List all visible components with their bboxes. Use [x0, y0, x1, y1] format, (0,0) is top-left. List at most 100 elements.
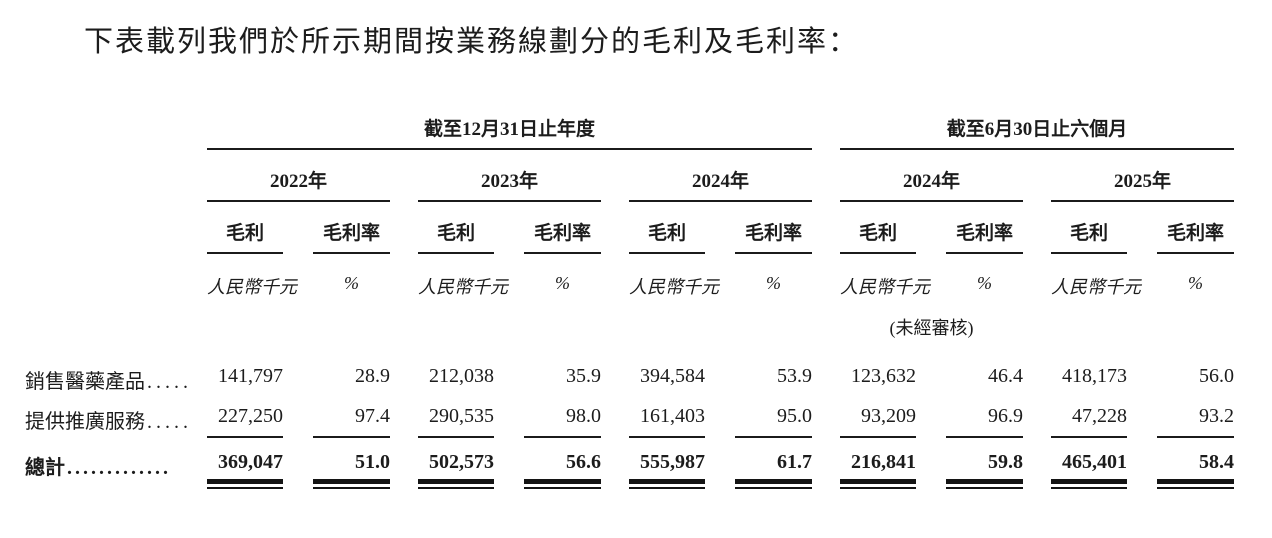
column-header-row: 毛利 毛利率 毛利 毛利率 毛利 毛利率 毛利 毛利率 毛利 毛利率 — [25, 218, 1272, 254]
group-header-annual: 截至12月31日止年度 — [207, 114, 812, 150]
leader-dots: ............. — [67, 457, 171, 479]
unit-rmb-thousand: 人民幣千元 — [207, 277, 297, 297]
year-header-2024: 2024年 — [629, 166, 812, 202]
gross-profit-value: 212,038 — [429, 365, 494, 387]
gross-margin-value: 98.0 — [524, 405, 601, 438]
unit-percent: % — [1188, 273, 1203, 293]
column-header-profit: 毛利 — [1051, 218, 1127, 254]
column-header-profit: 毛利 — [840, 218, 916, 254]
column-gap — [390, 218, 418, 254]
total-gross-profit-value: 216,841 — [851, 451, 916, 473]
double-rule — [629, 479, 705, 489]
total-cell: 56.6 — [524, 451, 601, 489]
gross-margin-value: 56.0 — [1199, 365, 1234, 387]
total-gross-margin-value: 51.0 — [355, 451, 390, 473]
column-gap — [601, 273, 629, 299]
unit-rmb-thousand: 人民幣千元 — [629, 277, 719, 297]
column-gap — [812, 114, 840, 150]
unit-rmb-thousand: 人民幣千元 — [1051, 277, 1141, 297]
units-row: 人民幣千元 % 人民幣千元 % 人民幣千元 % 人民幣千元 % 人民幣千元 % — [25, 273, 1272, 299]
year-header-2023: 2023年 — [418, 166, 601, 202]
unit-percent: % — [344, 273, 359, 293]
column-header-profit: 毛利 — [629, 218, 705, 254]
gross-margin-value: 35.9 — [566, 365, 601, 387]
gross-profit-value: 394,584 — [640, 365, 705, 387]
unaudited-note: (未經審核) — [889, 318, 974, 338]
total-gross-margin-value: 58.4 — [1199, 451, 1234, 473]
period-group-header-row: 截至12月31日止年度 截至6月30日止六個月 — [25, 114, 1272, 150]
total-gross-profit-value: 369,047 — [218, 451, 283, 473]
total-cell: 465,401 — [1051, 451, 1127, 489]
gross-profit-value: 123,632 — [851, 365, 916, 387]
table-row-total: 總計............. 369,047 51.0 502,573 56.… — [25, 451, 1272, 489]
column-gap — [601, 166, 629, 202]
row-label-text: 提供推廣服務 — [25, 411, 145, 433]
empty-cell — [25, 218, 207, 254]
leader-dots: ..... — [147, 411, 192, 433]
year-header-2022: 2022年 — [207, 166, 390, 202]
total-cell: 61.7 — [735, 451, 812, 489]
unit-percent: % — [977, 273, 992, 293]
total-cell: 51.0 — [313, 451, 390, 489]
unit-percent: % — [766, 273, 781, 293]
column-header-margin: 毛利率 — [313, 218, 390, 254]
gross-profit-value: 227,250 — [207, 405, 283, 438]
column-header-margin: 毛利率 — [524, 218, 601, 254]
total-cell: 369,047 — [207, 451, 283, 489]
empty-cell — [25, 114, 207, 150]
gross-margin-value: 53.9 — [777, 365, 812, 387]
row-label: 提供推廣服務..... — [25, 405, 207, 434]
column-gap — [812, 166, 840, 202]
total-cell: 216,841 — [840, 451, 916, 489]
column-gap — [1023, 273, 1051, 299]
double-rule — [840, 479, 916, 489]
gross-margin-value: 96.9 — [946, 405, 1023, 438]
gross-profit-table: 截至12月31日止年度 截至6月30日止六個月 2022年 2023年 2024… — [25, 114, 1272, 489]
column-header-margin: 毛利率 — [946, 218, 1023, 254]
total-gross-margin-value: 61.7 — [777, 451, 812, 473]
column-gap — [812, 273, 840, 299]
total-gross-margin-value: 59.8 — [988, 451, 1023, 473]
gross-profit-value: 141,797 — [218, 365, 283, 387]
gross-profit-value: 290,535 — [418, 405, 494, 438]
column-header-profit: 毛利 — [418, 218, 494, 254]
gross-margin-value: 95.0 — [735, 405, 812, 438]
total-gross-profit-value: 502,573 — [429, 451, 494, 473]
year-header-2025-interim: 2025年 — [1051, 166, 1234, 202]
table-row-pharma-products: 銷售醫藥產品..... 141,797 28.9 212,038 35.9 39… — [25, 365, 1272, 394]
column-header-margin: 毛利率 — [1157, 218, 1234, 254]
total-cell: 502,573 — [418, 451, 494, 489]
double-rule — [313, 479, 390, 489]
year-header-2024-interim: 2024年 — [840, 166, 1023, 202]
row-label-text: 總計 — [25, 457, 65, 479]
double-rule — [946, 479, 1023, 489]
empty-cell — [25, 166, 207, 202]
double-rule — [1157, 479, 1234, 489]
double-rule — [1051, 479, 1127, 489]
row-label-text: 銷售醫藥產品 — [25, 371, 145, 393]
gross-profit-value: 418,173 — [1062, 365, 1127, 387]
column-gap — [601, 218, 629, 254]
column-header-profit: 毛利 — [207, 218, 283, 254]
year-header-row: 2022年 2023年 2024年 2024年 2025年 — [25, 166, 1272, 202]
gross-margin-value: 93.2 — [1157, 405, 1234, 438]
total-gross-profit-value: 465,401 — [1062, 451, 1127, 473]
column-gap — [1023, 166, 1051, 202]
table-row-promotion-services: 提供推廣服務..... 227,250 97.4 290,535 98.0 16… — [25, 405, 1272, 438]
gross-margin-value: 97.4 — [313, 405, 390, 438]
unit-rmb-thousand: 人民幣千元 — [418, 277, 508, 297]
gross-profit-value: 161,403 — [629, 405, 705, 438]
unaudited-note-row: (未經審核) — [25, 314, 1272, 340]
total-gross-margin-value: 56.6 — [566, 451, 601, 473]
gross-profit-value: 93,209 — [840, 405, 916, 438]
double-rule — [418, 479, 494, 489]
column-gap — [812, 218, 840, 254]
column-gap — [390, 273, 418, 299]
column-header-margin: 毛利率 — [735, 218, 812, 254]
double-rule — [524, 479, 601, 489]
total-gross-profit-value: 555,987 — [640, 451, 705, 473]
gross-margin-value: 28.9 — [355, 365, 390, 387]
column-gap — [1023, 218, 1051, 254]
row-label: 銷售醫藥產品..... — [25, 365, 207, 394]
